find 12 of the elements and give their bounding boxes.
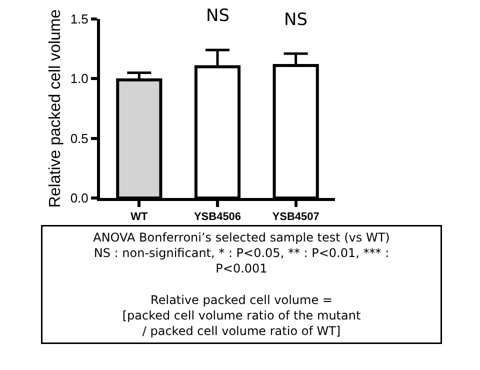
x-tick-label: YSB4507 bbox=[272, 211, 320, 224]
text: Relative packed cell volume = [packed cell volume ratio of the mutant / packed cell volume ratio of WT] bbox=[122, 292, 361, 338]
y-tick-label: 1.5 bbox=[70, 12, 88, 27]
y-axis-title: Relative packed cell volume bbox=[47, 9, 64, 208]
annotation: NS bbox=[284, 10, 308, 30]
y-tick-label: 0.5 bbox=[70, 130, 88, 146]
x-tick-label: YSB4506 bbox=[194, 211, 242, 224]
y-tick-label: 0.0 bbox=[70, 190, 88, 206]
annotation: NS bbox=[206, 6, 230, 26]
x-tick-label: WT bbox=[130, 211, 148, 224]
text: ANOVA Bonferroni’s selected sample test (vs WT) NS : non-significant, * : P<0.05, ** : P<0.01, *** : P<0.001 bbox=[93, 230, 390, 276]
y-tick-label: 1.0 bbox=[70, 71, 88, 86]
